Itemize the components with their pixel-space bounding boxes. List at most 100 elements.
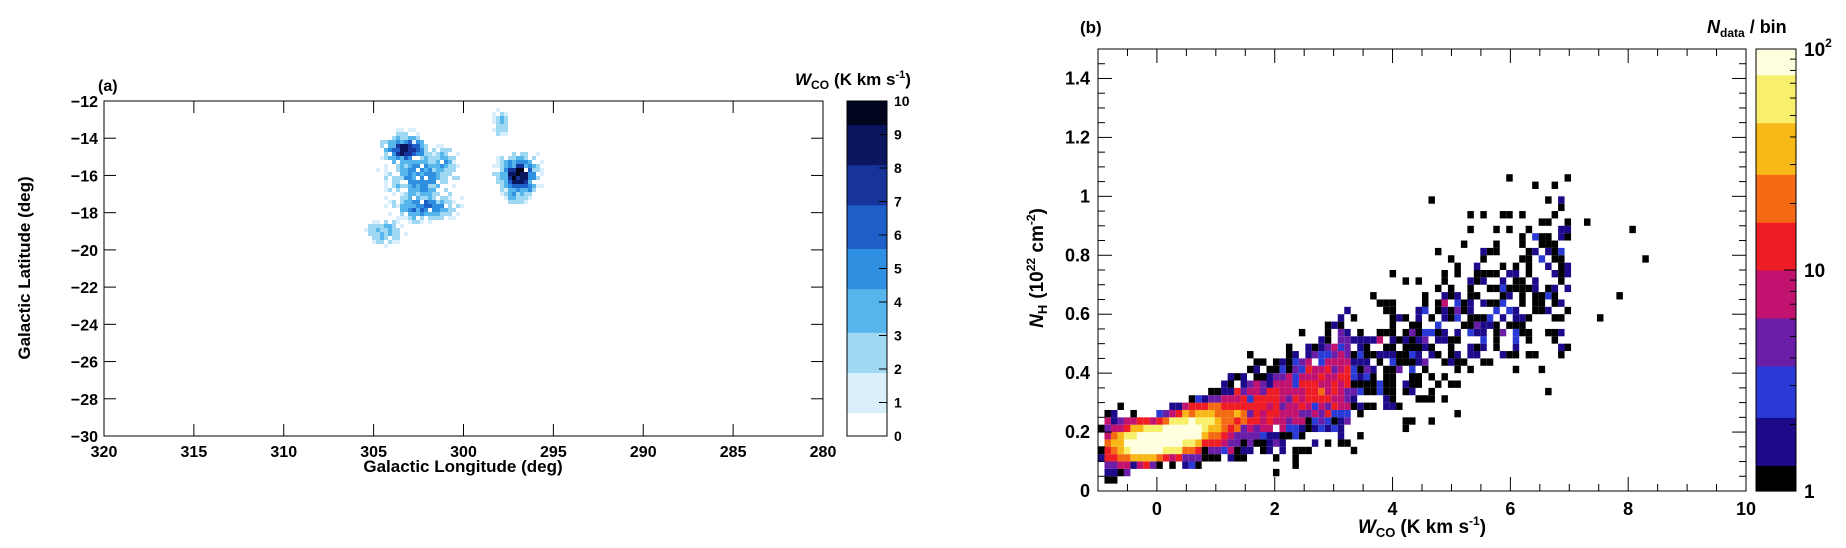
panel-b-bin [1143,446,1150,455]
panel-b-bin [1143,461,1150,469]
panel-b-bin [1538,365,1546,374]
panel-a-cell [428,168,432,172]
panel-b-colorbar-tick-label: 102 [1804,36,1832,61]
panel-a-cell [432,184,436,188]
panel-a-cell [504,128,508,132]
panel-b-bin [1331,321,1338,329]
panel-b-y-ticks: 00.20.40.60.811.21.4 [1065,48,1746,501]
panel-a-colorbar-segment [847,241,887,246]
panel-a-colorbar-segment [847,275,887,280]
panel-a-cell [532,188,536,192]
panel-b-bin [1447,380,1455,388]
panel-a-cell [524,164,528,168]
panel-b-colorbar-segment [1756,369,1796,374]
panel-b-bin [1383,299,1390,307]
panel-b-bin [1182,454,1189,462]
panel-b-bin [1298,395,1306,403]
panel-a-cell [420,156,424,160]
panel-a-cell [396,136,400,140]
panel-a-cell [536,164,540,168]
panel-b-bin [1350,402,1358,410]
panel-b-bin [1104,432,1111,440]
panel-a-cell [412,128,416,132]
panel-b-bin [1208,409,1215,418]
panel-a-cell [432,160,436,164]
panel-b-colorbar-segment [1756,126,1796,131]
panel-a-cell [400,200,404,204]
panel-b-bin [1227,439,1235,447]
panel-b-colorbar-segment [1756,137,1796,142]
panel-a-cell [404,152,408,156]
panel-a-colorbar-segment [847,322,887,327]
panel-b-bin [1389,270,1397,278]
panel-b-bin [1545,284,1552,293]
panel-a-cell [388,228,392,232]
panel-b-bin [1473,321,1481,329]
panel-b-bin [1098,424,1105,433]
panel-a-cell [424,188,428,192]
panel-b-bin [1253,373,1260,381]
panel-a-colorbar-segment [847,147,887,152]
panel-a-cell [456,176,460,180]
panel-a-cell [404,232,408,236]
panel-a-cell [412,208,416,212]
panel-a-cell [392,176,396,180]
panel-b-bin [1221,432,1228,440]
panel-b-bin [1389,321,1397,329]
panel-a-x-tick-label: 285 [720,444,747,461]
panel-b-bin [1454,409,1461,418]
panel-b-colorbar-segment [1756,218,1796,223]
panel-b-bin [1292,380,1299,388]
panel-b-bin [1169,402,1176,410]
panel-a-cell [384,180,388,184]
panel-a-cell [396,128,400,132]
panel-a-cell [432,164,436,168]
panel-a-colorbar-segment [847,161,887,166]
panel-b-bin [1499,292,1507,300]
panel-a-cell [432,148,436,152]
panel-b-bin [1344,365,1351,374]
panel-a-cell [524,192,528,196]
panel-a-colorbar-segment [847,174,887,179]
panel-b-bin [1376,387,1384,396]
panel-b-bin [1272,468,1280,477]
panel-b-x-axis-label-sub: CO [1376,525,1396,540]
panel-b-colorbar-segment [1756,288,1796,293]
panel-b-bin [1311,417,1319,425]
panel-a-cell [440,204,444,208]
panel-b-y-tick-label: 0.4 [1065,363,1090,383]
panel-b-bin [1208,387,1215,396]
panel-b-bin [1285,351,1293,359]
panel-a-colorbar-segment [847,245,887,249]
panel-a-cell [440,148,444,152]
panel-b-bin [1305,409,1312,418]
panel-a-cell [504,192,508,196]
panel-b-bin [1519,233,1526,241]
panel-b-bin [1383,402,1390,410]
panel-b-bin [1499,262,1507,270]
panel-a-x-tick-label: 300 [450,444,477,461]
panel-a-cell [396,216,400,220]
panel-b-bin [1162,454,1170,462]
panel-a-cell [444,212,448,216]
panel-a-cell [456,212,460,216]
panel-b-colorbar-segment [1756,472,1796,477]
panel-a-cell [496,180,500,184]
panel-b-bin [1285,343,1293,352]
panel-a-colorbar-segment [847,328,887,333]
panel-a-cell [376,220,380,224]
panel-a-colorbar-segment [847,101,887,105]
panel-b-bin [1292,351,1299,359]
panel-a-colorbar-segment [847,168,887,172]
panel-b-bin [1512,306,1520,315]
panel-b-bin [1227,417,1235,425]
panel-a-colorbar-segment [847,402,887,407]
panel-b-bin [1564,262,1572,270]
panel-a-cell [492,112,496,116]
panel-b-colorbar-segment [1756,328,1796,334]
panel-a-cell [400,168,404,172]
panel-b-bin [1305,365,1312,374]
panel-b-bin [1415,321,1422,329]
panel-a-cell [428,200,432,204]
panel-b-colorbar-segment [1756,60,1796,65]
